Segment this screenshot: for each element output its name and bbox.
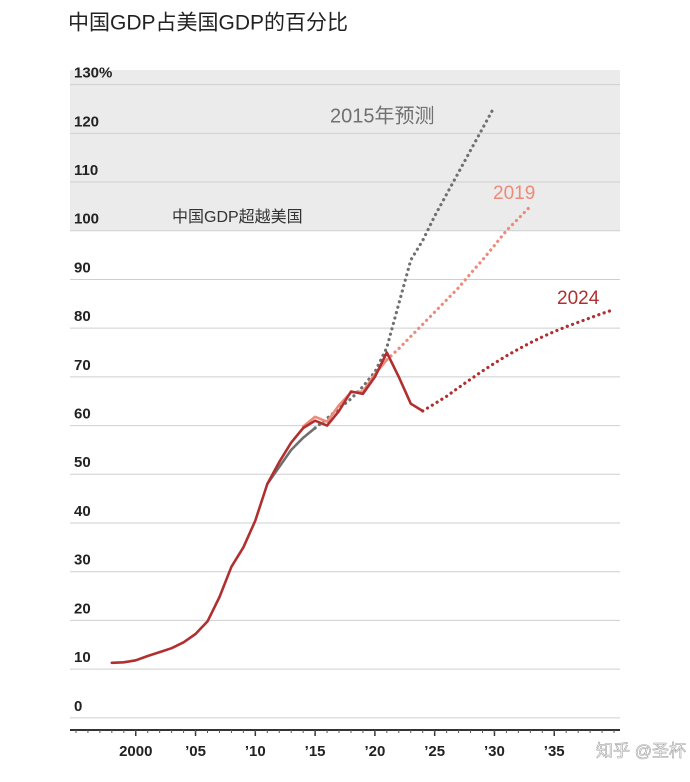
y-tick-label: 40 bbox=[74, 503, 91, 520]
y-tick-label: 50 bbox=[74, 454, 91, 471]
series-label: 2024 bbox=[557, 288, 600, 309]
y-tick-label: 70 bbox=[74, 357, 91, 374]
series-label: 2019 bbox=[493, 183, 535, 204]
x-tick-label: ’25 bbox=[424, 743, 445, 760]
x-tick-label: ’20 bbox=[364, 743, 385, 760]
y-tick-label: 120 bbox=[74, 113, 99, 130]
y-tick-label: 30 bbox=[74, 552, 91, 569]
x-tick-label: 2000 bbox=[119, 743, 152, 760]
y-tick-label: 60 bbox=[74, 406, 91, 423]
y-tick-label: 10 bbox=[74, 649, 91, 666]
x-tick-label: ’30 bbox=[484, 743, 505, 760]
annotation: 中国GDP超越美国 bbox=[172, 208, 303, 226]
y-tick-label: 100 bbox=[74, 211, 99, 228]
y-tick-label: 20 bbox=[74, 600, 91, 617]
y-tick-label: 110 bbox=[74, 162, 98, 179]
x-tick-label: ’35 bbox=[544, 743, 565, 760]
x-tick-label: ’15 bbox=[305, 743, 326, 760]
x-tick-label: ’10 bbox=[245, 743, 266, 760]
watermark: 知乎 @圣杯 bbox=[596, 741, 686, 760]
y-tick-label: 130% bbox=[74, 65, 112, 82]
series-line bbox=[110, 351, 424, 665]
shaded-region bbox=[70, 70, 620, 231]
chart-title: 中国GDP占美国GDP的百分比 bbox=[68, 12, 348, 35]
series-line bbox=[266, 426, 317, 486]
series-label: 2015年预测 bbox=[330, 104, 435, 127]
x-tick-label: ’05 bbox=[185, 743, 206, 760]
projection-line bbox=[421, 308, 616, 413]
projection-line bbox=[385, 204, 532, 362]
y-tick-label: 80 bbox=[74, 308, 91, 325]
y-tick-label: 90 bbox=[74, 259, 91, 276]
y-tick-label: 0 bbox=[74, 698, 82, 715]
